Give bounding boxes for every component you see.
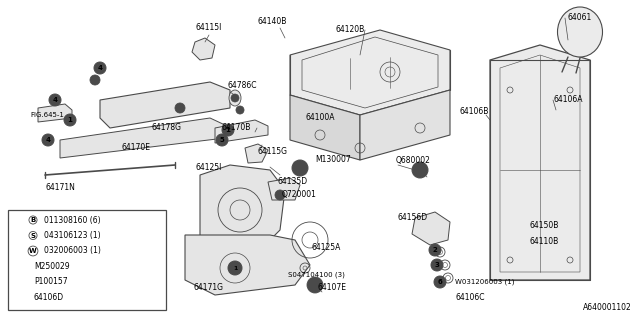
Text: 64115G: 64115G [258, 148, 288, 156]
Text: 011308160 (6): 011308160 (6) [44, 215, 100, 225]
Circle shape [431, 259, 443, 271]
Text: W: W [29, 248, 37, 254]
Circle shape [236, 106, 244, 114]
Text: Q680002: Q680002 [396, 156, 431, 164]
Polygon shape [200, 165, 285, 255]
Polygon shape [268, 178, 300, 200]
Text: 64120B: 64120B [335, 26, 364, 35]
Text: 64061: 64061 [568, 13, 592, 22]
Bar [8, 210, 166, 310]
Text: 032006003 (1): 032006003 (1) [44, 246, 101, 255]
Text: W031206003 (1): W031206003 (1) [455, 279, 515, 285]
Text: 64140B: 64140B [258, 18, 287, 27]
Ellipse shape [229, 90, 241, 106]
Text: 2: 2 [17, 233, 21, 238]
Text: M130007: M130007 [315, 156, 351, 164]
Text: 64106D: 64106D [34, 293, 64, 302]
Polygon shape [245, 144, 268, 163]
Text: 64125I: 64125I [196, 164, 222, 172]
Ellipse shape [557, 7, 602, 57]
Circle shape [13, 260, 25, 273]
Text: 6: 6 [17, 294, 21, 300]
Text: Q720001: Q720001 [282, 190, 317, 199]
Text: M250029: M250029 [34, 262, 70, 271]
Polygon shape [185, 235, 310, 295]
Polygon shape [490, 45, 590, 280]
Circle shape [90, 75, 100, 85]
Polygon shape [215, 120, 268, 143]
Circle shape [429, 244, 441, 256]
Text: 2: 2 [433, 247, 437, 253]
Circle shape [434, 276, 446, 288]
Text: 64171N: 64171N [45, 183, 75, 193]
Text: P100157: P100157 [34, 277, 68, 286]
Polygon shape [100, 82, 230, 128]
Text: 64106B: 64106B [460, 108, 490, 116]
Circle shape [49, 94, 61, 106]
Polygon shape [360, 90, 450, 160]
Circle shape [228, 261, 242, 275]
Text: 64171G: 64171G [193, 284, 223, 292]
Polygon shape [38, 104, 72, 122]
Text: 043106123 (1): 043106123 (1) [44, 231, 100, 240]
Polygon shape [290, 30, 450, 115]
Text: A640001102: A640001102 [583, 303, 632, 312]
Circle shape [64, 114, 76, 126]
Text: 64125A: 64125A [312, 244, 341, 252]
Text: 64178G: 64178G [152, 124, 182, 132]
Polygon shape [60, 118, 225, 158]
Text: 64150B: 64150B [530, 220, 559, 229]
Circle shape [175, 103, 185, 113]
Text: 64115I: 64115I [195, 23, 221, 33]
Text: 64170B: 64170B [222, 123, 252, 132]
Text: 64156D: 64156D [398, 213, 428, 222]
Text: 1: 1 [225, 127, 230, 133]
Text: S: S [31, 233, 35, 238]
Circle shape [94, 62, 106, 74]
Polygon shape [290, 95, 360, 160]
Text: 64106C: 64106C [455, 293, 484, 302]
Text: 1: 1 [233, 266, 237, 270]
Circle shape [13, 245, 25, 257]
Circle shape [275, 190, 285, 200]
Text: S047104100 (3): S047104100 (3) [288, 272, 345, 278]
Circle shape [231, 94, 239, 102]
Text: 4: 4 [45, 137, 51, 143]
Circle shape [292, 160, 308, 176]
Text: 64170E: 64170E [122, 143, 151, 153]
Polygon shape [412, 212, 450, 245]
Text: 64106A: 64106A [553, 95, 582, 105]
Text: 3: 3 [17, 248, 21, 254]
Text: B: B [30, 217, 36, 223]
Text: 64786C: 64786C [228, 81, 257, 90]
Text: 64107E: 64107E [318, 284, 347, 292]
Text: 64100A: 64100A [305, 114, 335, 123]
Text: 5: 5 [220, 137, 225, 143]
Circle shape [42, 134, 54, 146]
Circle shape [412, 162, 428, 178]
Text: 1: 1 [17, 217, 21, 223]
Text: 4: 4 [17, 263, 22, 269]
Circle shape [216, 134, 228, 146]
Text: 1: 1 [68, 117, 72, 123]
Polygon shape [192, 38, 215, 60]
Circle shape [13, 214, 25, 226]
Text: 4: 4 [97, 65, 102, 71]
Text: 6: 6 [438, 279, 442, 285]
Text: 64110B: 64110B [530, 237, 559, 246]
Text: FIG.645-1: FIG.645-1 [30, 112, 64, 118]
Circle shape [222, 124, 234, 136]
Text: 5: 5 [17, 279, 21, 285]
Circle shape [13, 292, 25, 303]
Text: 3: 3 [435, 262, 440, 268]
Text: 64135D: 64135D [278, 178, 308, 187]
Circle shape [307, 277, 323, 293]
Circle shape [13, 276, 25, 288]
Circle shape [13, 229, 25, 242]
Text: 4: 4 [52, 97, 58, 103]
